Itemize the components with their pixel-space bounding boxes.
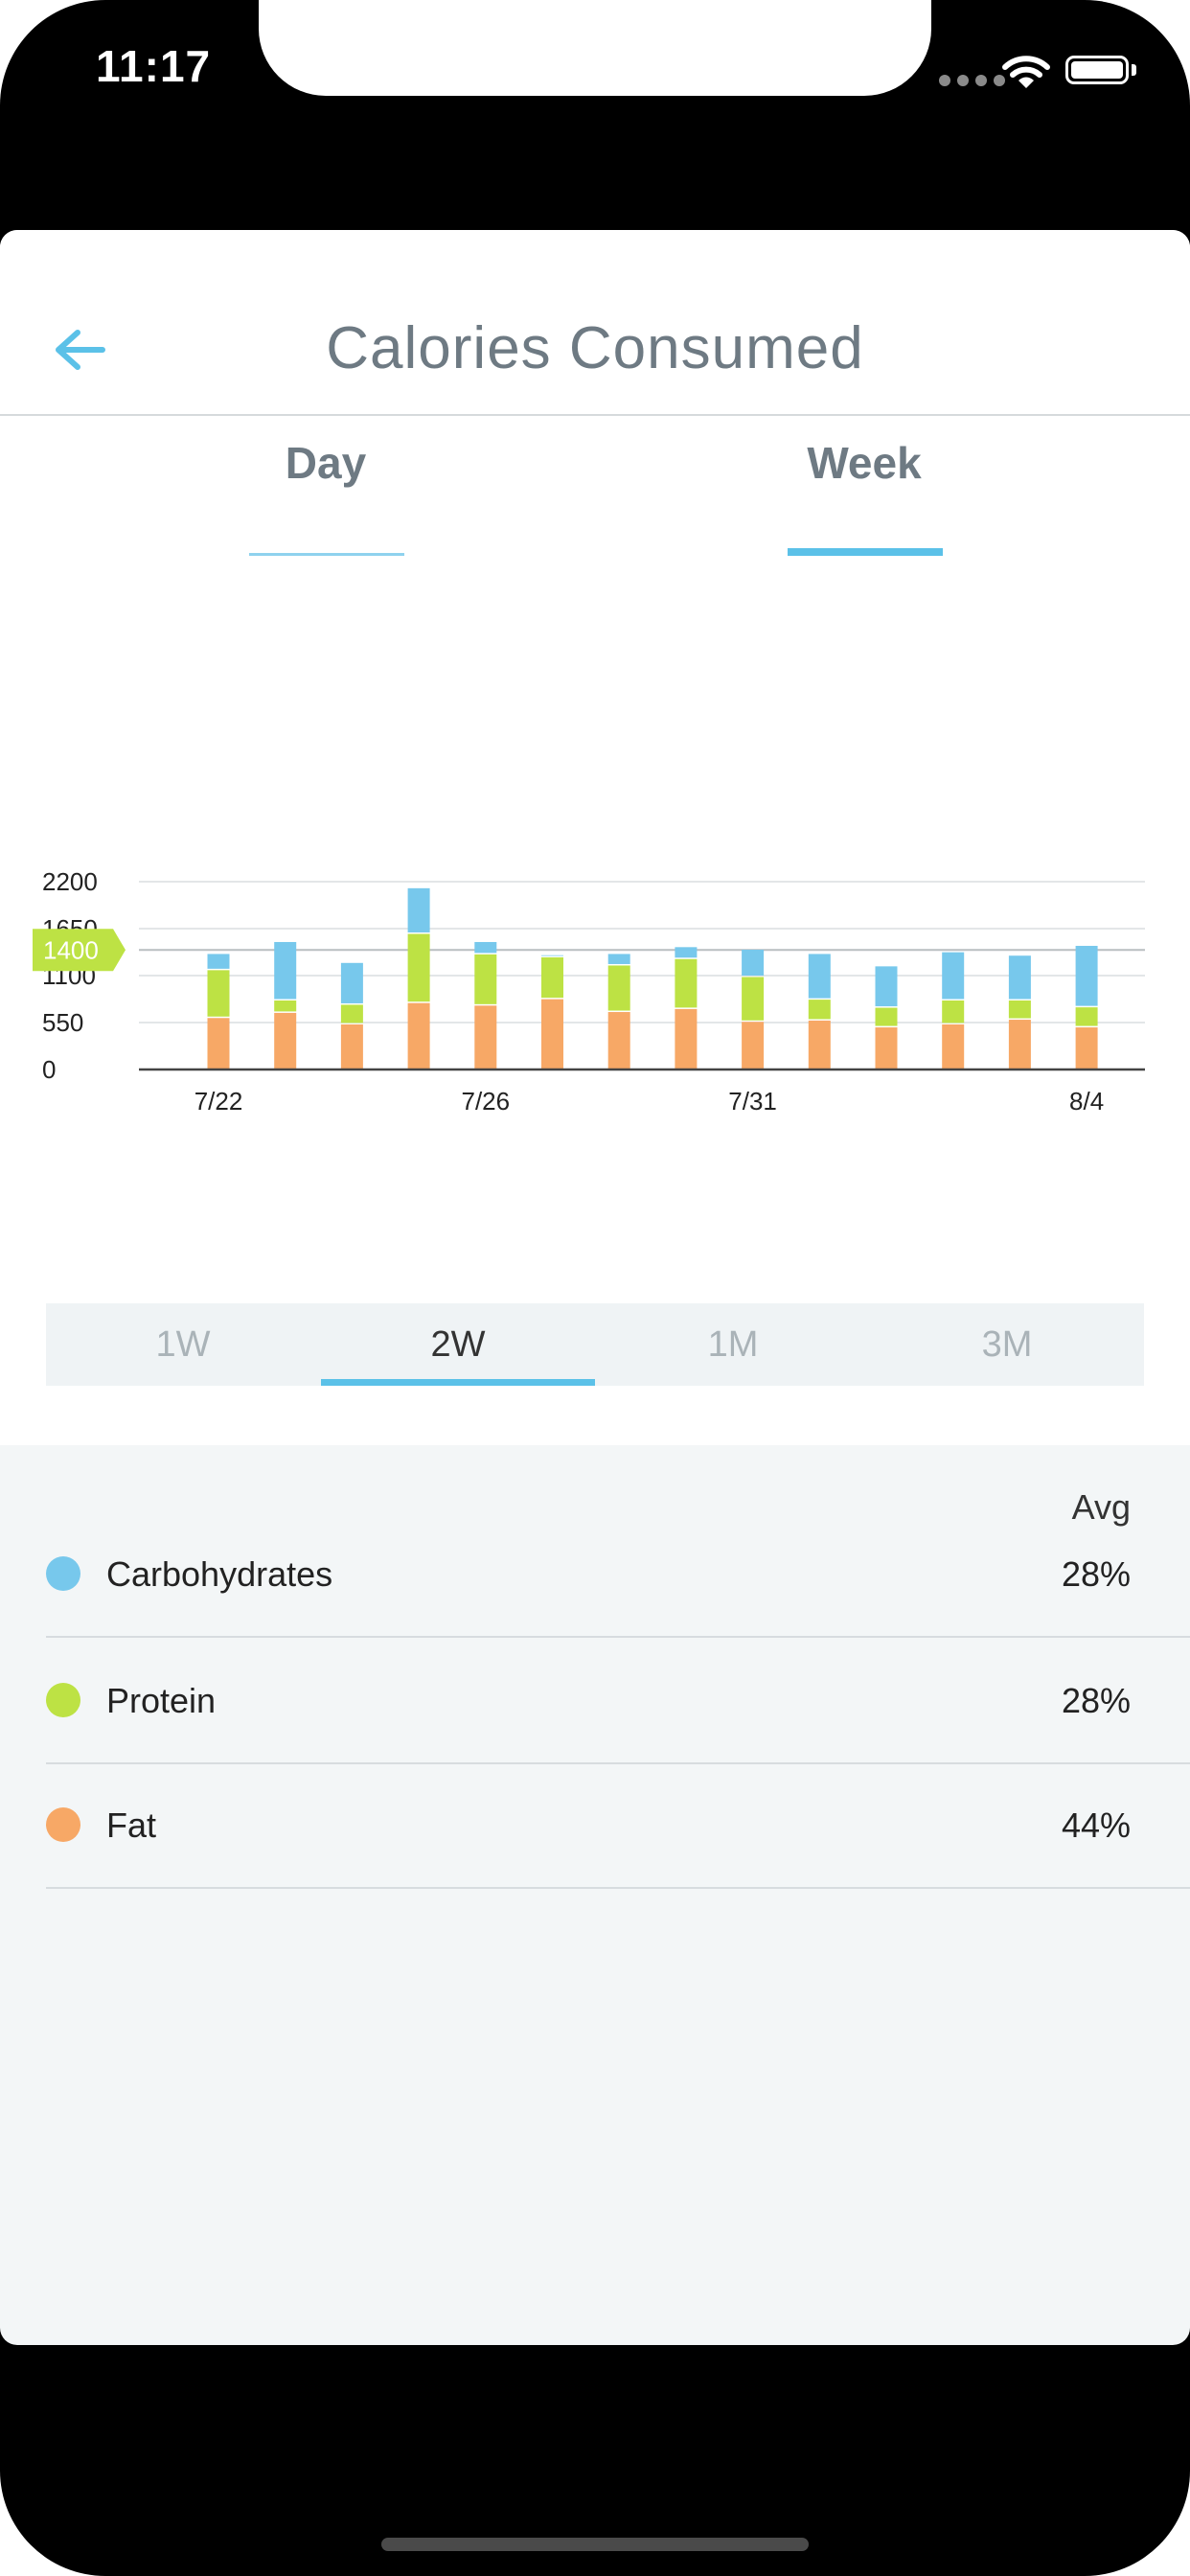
bar-segment-protein — [340, 1004, 363, 1024]
header-divider — [0, 414, 1190, 416]
bar-segment-protein — [742, 977, 765, 1021]
bar-segment-carbohydrates — [207, 954, 230, 969]
bar-segment-protein — [407, 933, 430, 1002]
bar-segment-protein — [474, 954, 497, 1004]
bar-segment-carbohydrates — [675, 947, 698, 958]
notch-area — [259, 0, 931, 96]
bar-segment-fat — [942, 1024, 965, 1070]
back-arrow-icon[interactable] — [53, 326, 110, 374]
page-title: Calories Consumed — [326, 315, 864, 381]
bar-segment-protein — [1008, 1000, 1031, 1019]
target-line-label: 1400 — [43, 935, 99, 964]
bar-segment-fat — [541, 999, 563, 1070]
status-time: 11:17 — [96, 41, 212, 91]
bar-segment-carbohydrates — [875, 966, 898, 1007]
bar-segment-carbohydrates — [340, 962, 363, 1003]
legend-avg-value: 28% — [1061, 1554, 1131, 1594]
fat-dot-icon — [46, 1807, 80, 1842]
bar-segment-carbohydrates — [942, 952, 965, 1000]
tab-day[interactable]: Day — [285, 438, 367, 488]
bar-segment-fat — [607, 1012, 630, 1070]
bar-segment-protein — [875, 1007, 898, 1026]
bar-segment-fat — [808, 1020, 831, 1070]
legend-row-carbohydrates: Carbohydrates 28% — [46, 1512, 1190, 1638]
bar-segment-fat — [675, 1008, 698, 1070]
protein-dot-icon — [46, 1683, 80, 1717]
bar-segment-protein — [541, 957, 563, 999]
bar-segment-carbohydrates — [742, 949, 765, 976]
legend-row-fat: Fat 44% — [46, 1763, 1190, 1889]
legend-row-protein: Protein 28% — [46, 1639, 1190, 1764]
range-option-2w[interactable]: 2W — [430, 1324, 486, 1365]
range-selector: 1W 2W 1M 3M — [46, 1303, 1144, 1386]
bar-segment-carbohydrates — [1008, 955, 1031, 1000]
x-tick-label: 7/22 — [195, 1087, 243, 1116]
bar-segment-carbohydrates — [541, 954, 563, 956]
avg-column-header: Avg — [1071, 1487, 1131, 1527]
y-tick-label: 0 — [42, 1055, 56, 1084]
bar-segment-fat — [274, 1012, 297, 1070]
bar-segment-carbohydrates — [1075, 945, 1098, 1006]
range-option-1m[interactable]: 1M — [707, 1324, 759, 1365]
y-tick-label: 2200 — [42, 867, 98, 896]
tab-week[interactable]: Week — [807, 438, 922, 488]
legend-label: Fat — [106, 1806, 157, 1845]
range-option-1w[interactable]: 1W — [155, 1324, 211, 1365]
bar-segment-fat — [875, 1027, 898, 1070]
bar-segment-protein — [607, 965, 630, 1011]
home-indicator[interactable] — [381, 2538, 809, 2551]
app-screen: Calories Consumed Day Week 0 550 1100 1650 2… — [0, 230, 1190, 2345]
bar-segment-carbohydrates — [808, 954, 831, 999]
bar-segment-fat — [207, 1018, 230, 1070]
battery-cap — [1132, 64, 1136, 76]
x-tick-label: 8/4 — [1069, 1087, 1104, 1116]
y-tick-label: 550 — [42, 1008, 83, 1037]
bar-segment-protein — [808, 1000, 831, 1020]
range-option-3m[interactable]: 3M — [981, 1324, 1033, 1365]
bar-segment-fat — [1008, 1020, 1031, 1070]
bar-segment-fat — [742, 1022, 765, 1070]
legend-avg-value: 28% — [1061, 1681, 1131, 1720]
bar-segment-fat — [407, 1002, 430, 1070]
tab-week-underline — [788, 548, 943, 556]
bar-segment-carbohydrates — [607, 954, 630, 964]
bar-segment-fat — [340, 1024, 363, 1070]
tab-day-underline — [249, 553, 404, 556]
cellular-signal-icon — [939, 75, 1005, 86]
battery-icon — [1065, 56, 1129, 84]
bar-segment-fat — [474, 1005, 497, 1070]
bar-segment-protein — [207, 970, 230, 1017]
bar-segment-carbohydrates — [407, 887, 430, 933]
bar-segment-carbohydrates — [274, 941, 297, 1000]
legend-avg-value: 44% — [1061, 1806, 1131, 1845]
target-badge — [33, 929, 126, 972]
bar-segment-protein — [274, 1000, 297, 1012]
x-tick-label: 7/31 — [728, 1087, 777, 1116]
legend-label: Carbohydrates — [106, 1554, 333, 1594]
range-selected-underline — [321, 1379, 595, 1386]
wifi-icon — [1002, 56, 1050, 88]
chart-panel: Calories Consumed Day Week 0 550 1100 1650 2… — [0, 230, 1190, 1445]
bar-segment-protein — [675, 958, 698, 1008]
bar-segment-carbohydrates — [474, 941, 497, 954]
bar-segment-protein — [942, 1000, 965, 1024]
bar-segment-protein — [1075, 1007, 1098, 1026]
carbohydrates-dot-icon — [46, 1556, 80, 1591]
legend-label: Protein — [106, 1681, 217, 1720]
bar-segment-fat — [1075, 1027, 1098, 1070]
x-tick-label: 7/26 — [461, 1087, 510, 1116]
